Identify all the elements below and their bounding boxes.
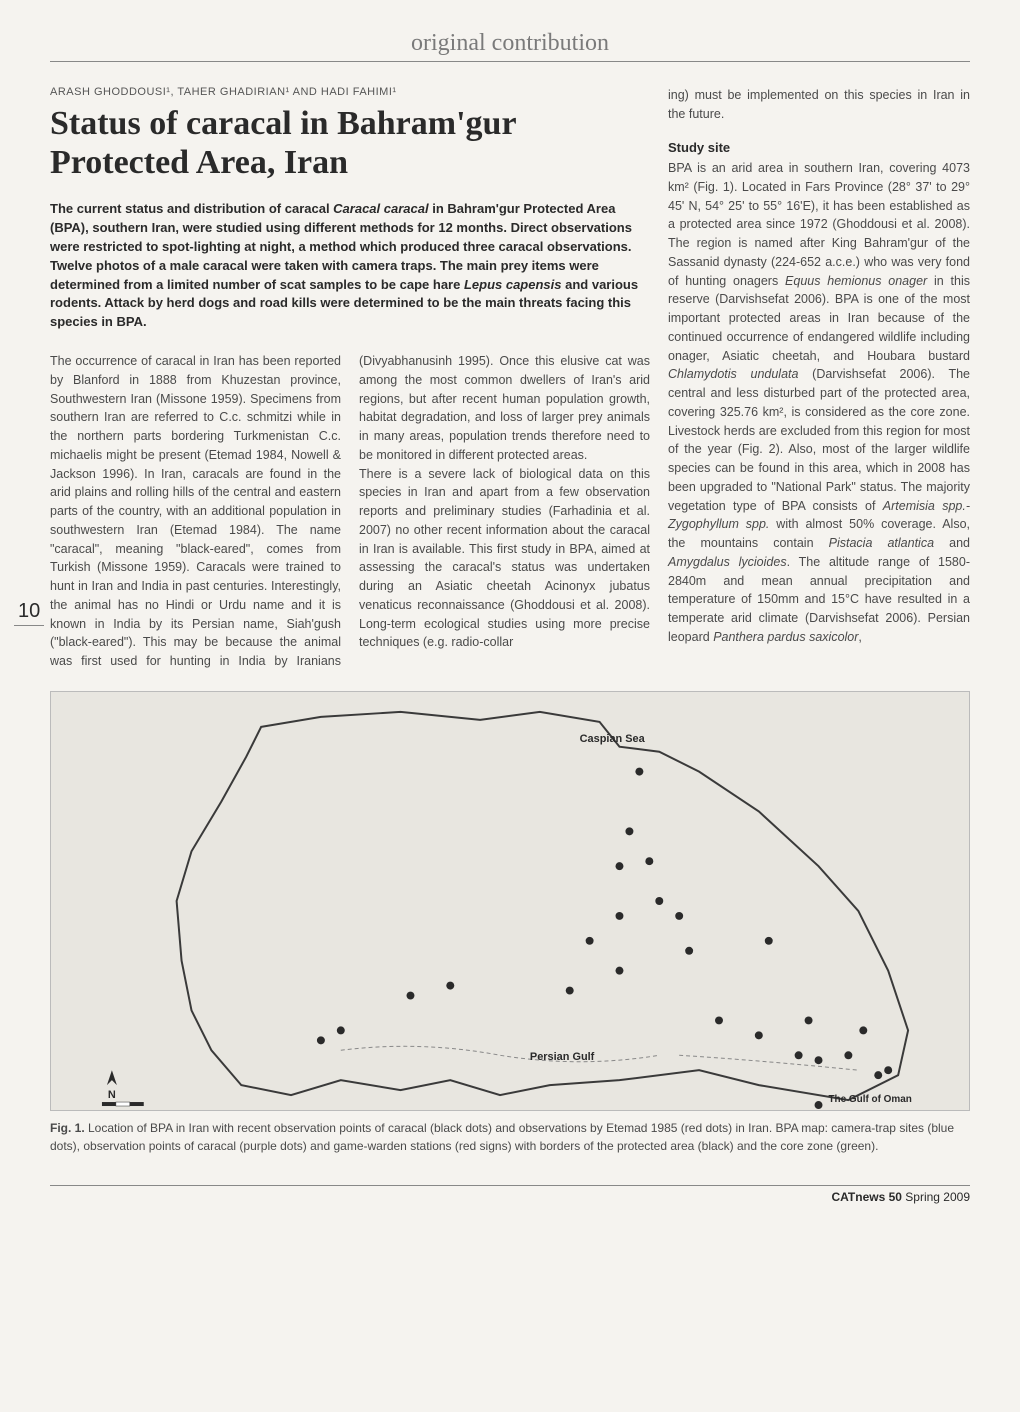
subheading-study-site: Study site [668,138,970,158]
observation-dot [615,862,623,870]
page-footer: CATnews 50 Spring 2009 [50,1185,970,1204]
observation-dot [675,912,683,920]
body-paragraph: BPA is an arid area in southern Iran, co… [668,159,970,647]
body-paragraph: ing) must be implemented on this species… [668,86,970,124]
body-paragraph: There is a severe lack of biological dat… [359,465,650,653]
svg-text:N: N [108,1089,116,1101]
observation-dot [655,897,663,905]
label-caspian: Caspian Sea [580,733,646,745]
label-persian-gulf: Persian Gulf [530,1051,595,1063]
observation-dot [805,1016,813,1024]
figure-caption-text: Location of BPA in Iran with recent obse… [50,1121,954,1153]
author-line: ARASH GHODDOUSI¹, TAHER GHADIRIAN¹ AND H… [50,86,650,98]
observation-dot [635,767,643,775]
observation-dot [446,981,454,989]
footer-journal: CATnews 50 [831,1190,901,1204]
observation-dot [795,1051,803,1059]
observation-dot [884,1066,892,1074]
observation-dot [765,937,773,945]
observation-dot [815,1056,823,1064]
observation-dot [815,1101,823,1109]
observation-dot [566,986,574,994]
observation-dot [615,912,623,920]
page-number: 10 [14,600,44,626]
observation-dot [406,991,414,999]
observation-dot [337,1026,345,1034]
abstract-text: The current status and distribution of c… [50,201,333,216]
observation-dot [755,1031,763,1039]
right-column: ing) must be implemented on this species… [668,86,970,671]
abstract-species: Caracal caracal [333,201,428,216]
observation-dot [859,1026,867,1034]
observation-dot [317,1036,325,1044]
observation-dot [615,967,623,975]
abstract: The current status and distribution of c… [50,200,650,332]
observation-dot [844,1051,852,1059]
figure-label: Fig. 1. [50,1121,85,1135]
article-title: Status of caracal in Bahram'gur Protecte… [50,104,650,182]
iran-map-svg: Caspian Sea Persian Gulf The Gulf of Oma… [51,692,969,1110]
figure-caption: Fig. 1. Location of BPA in Iran with rec… [50,1119,970,1155]
map-image: Caspian Sea Persian Gulf The Gulf of Oma… [50,691,970,1111]
scale-bar [102,1102,144,1106]
label-gulf-oman: The Gulf of Oman [828,1094,911,1105]
observation-dot [685,947,693,955]
observation-dot [586,937,594,945]
observation-dot [645,857,653,865]
footer-issue: Spring 2009 [902,1190,970,1204]
observation-dot [715,1016,723,1024]
section-header: original contribution [50,30,970,62]
observation-dot [625,827,633,835]
observation-dot [874,1071,882,1079]
abstract-species: Lepus capensis [464,277,562,292]
figure-1: Caspian Sea Persian Gulf The Gulf of Oma… [50,691,970,1155]
